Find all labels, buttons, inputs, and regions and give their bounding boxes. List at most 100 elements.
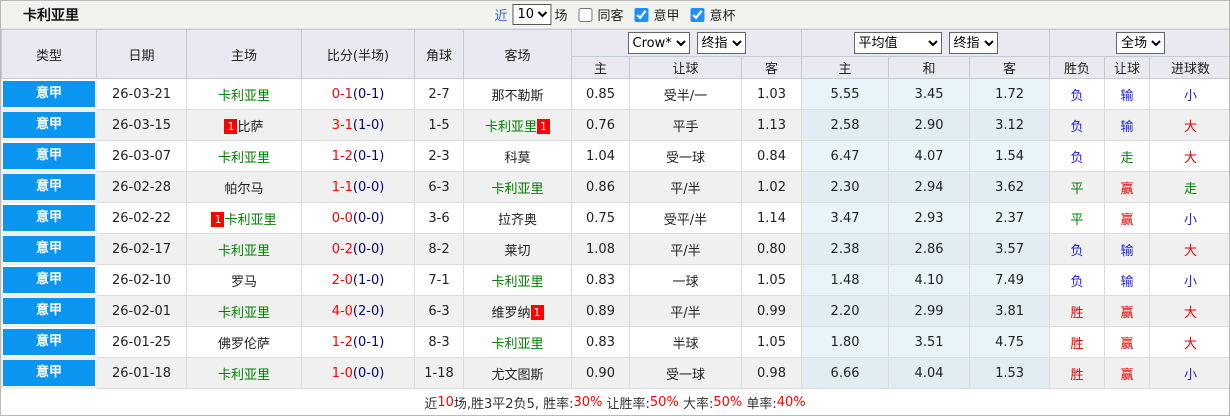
home-team[interactable]: 佛罗伦萨: [186, 326, 302, 358]
team-name[interactable]: 卡利亚里: [217, 150, 270, 166]
home-team[interactable]: 卡利亚里: [186, 233, 302, 265]
corner-score: 6-3: [414, 295, 464, 327]
home-team[interactable]: 1 卡利亚里: [186, 202, 302, 234]
team-name[interactable]: 卡利亚里: [491, 336, 544, 352]
team-name[interactable]: 那不勒斯: [491, 88, 544, 104]
odds-handicap: 平手: [629, 109, 742, 141]
away-team[interactable]: 维罗纳 1: [463, 295, 572, 327]
home-team[interactable]: 卡利亚里: [186, 78, 302, 110]
team-name[interactable]: 比萨: [237, 119, 264, 135]
result-handicap: 走: [1104, 140, 1151, 172]
odds-home: 0.75: [571, 202, 630, 234]
header-avg-home: 主: [801, 56, 890, 79]
team-name[interactable]: 尤文图斯: [491, 367, 544, 383]
corner-score: 6-3: [414, 171, 464, 203]
average-select[interactable]: 平均值: [853, 32, 942, 54]
team-name[interactable]: 佛罗伦萨: [217, 336, 270, 352]
team-name[interactable]: 科莫: [504, 150, 531, 166]
league-label[interactable]: 意甲: [3, 360, 95, 386]
italy-cup-label: 意杯: [709, 9, 736, 24]
avg-away: 2.37: [969, 202, 1051, 234]
team-name[interactable]: 罗马: [230, 274, 257, 290]
league-label[interactable]: 意甲: [3, 112, 95, 138]
away-team[interactable]: 卡利亚里: [463, 171, 572, 203]
league-label[interactable]: 意甲: [3, 205, 95, 231]
fulltime-score: 0-2: [331, 241, 353, 257]
team-name[interactable]: 帕尔马: [224, 181, 264, 197]
away-team[interactable]: 卡利亚里 1: [463, 109, 572, 141]
italy-cup-checkbox[interactable]: [690, 7, 705, 22]
serie-a-checkbox[interactable]: [634, 7, 649, 22]
score-cell: 1-0(0-0): [301, 357, 415, 389]
home-team[interactable]: 卡利亚里: [186, 357, 302, 389]
away-team[interactable]: 尤文图斯: [463, 357, 572, 389]
league-label[interactable]: 意甲: [3, 81, 95, 107]
odds-handicap: 平/半: [629, 233, 742, 265]
header-corner: 角球: [414, 29, 464, 79]
header-type: 类型: [1, 29, 97, 79]
avg-draw: 4.07: [888, 140, 971, 172]
corner-score: 8-2: [414, 233, 464, 265]
team-name[interactable]: 卡利亚里: [224, 212, 277, 228]
red-card-badge: 1: [530, 304, 544, 320]
company-final-select[interactable]: 终指: [696, 32, 746, 54]
halftime-score: (0-0): [352, 210, 385, 226]
header-result-wdl: 胜负: [1049, 56, 1106, 79]
header-result-goals: 进球数: [1149, 56, 1229, 79]
header-result-handicap: 让球: [1104, 56, 1151, 79]
header-odds-handicap: 让球: [629, 56, 742, 79]
same-away-label: 同客: [597, 9, 624, 24]
away-team[interactable]: 那不勒斯: [463, 78, 572, 110]
odds-handicap: 半球: [629, 326, 742, 358]
home-team[interactable]: 1 比萨: [186, 109, 302, 141]
recent-count-select[interactable]: 10: [512, 4, 552, 25]
team-name[interactable]: 卡利亚里: [217, 305, 270, 321]
team-name[interactable]: 卡利亚里: [217, 243, 270, 259]
odds-handicap: 一球: [629, 264, 742, 296]
away-team[interactable]: 卡利亚里: [463, 264, 572, 296]
team-name[interactable]: 卡利亚里: [484, 119, 537, 135]
team-name[interactable]: 卡利亚里: [491, 274, 544, 290]
same-away-checkbox[interactable]: [578, 7, 593, 22]
score-cell: 1-1(0-0): [301, 171, 415, 203]
average-final-select[interactable]: 终指: [948, 32, 998, 54]
summary-value: 30%: [573, 394, 603, 410]
home-team[interactable]: 卡利亚里: [186, 295, 302, 327]
league-label[interactable]: 意甲: [3, 329, 95, 355]
away-team[interactable]: 科莫: [463, 140, 572, 172]
table-header: 类型 日期 主场 比分(半场) 角球 客场 Crow* 终指: [1, 29, 1229, 79]
home-team[interactable]: 卡利亚里: [186, 140, 302, 172]
team-name[interactable]: 卡利亚里: [217, 367, 270, 383]
company-select[interactable]: Crow*: [627, 32, 690, 54]
result-goals: 小: [1149, 264, 1229, 296]
away-team[interactable]: 拉齐奥: [463, 202, 572, 234]
fulltime-select[interactable]: 全场: [1116, 32, 1166, 54]
score-cell: 0-1(0-1): [301, 78, 415, 110]
odds-handicap: 平/半: [629, 171, 742, 203]
avg-home: 1.80: [801, 326, 890, 358]
team-name[interactable]: 卡利亚里: [491, 181, 544, 197]
league-label[interactable]: 意甲: [3, 174, 95, 200]
league-cell: 意甲: [1, 171, 97, 203]
team-name[interactable]: 拉齐奥: [497, 212, 537, 228]
halftime-score: (0-0): [352, 365, 385, 381]
home-team[interactable]: 罗马: [186, 264, 302, 296]
away-team[interactable]: 卡利亚里: [463, 326, 572, 358]
team-name[interactable]: 卡利亚里: [217, 88, 270, 104]
league-label[interactable]: 意甲: [3, 298, 95, 324]
league-label[interactable]: 意甲: [3, 143, 95, 169]
avg-draw: 2.86: [888, 233, 971, 265]
result-goals: 大: [1149, 326, 1229, 358]
result-wdl: 负: [1049, 233, 1106, 265]
header-average-group: 平均值 终指: [801, 29, 1051, 57]
avg-home: 3.47: [801, 202, 890, 234]
league-label[interactable]: 意甲: [3, 236, 95, 262]
avg-away: 7.49: [969, 264, 1051, 296]
team-name[interactable]: 莱切: [504, 243, 531, 259]
away-team[interactable]: 莱切: [463, 233, 572, 265]
score-cell: 3-1(1-0): [301, 109, 415, 141]
home-team[interactable]: 帕尔马: [186, 171, 302, 203]
header-date: 日期: [96, 29, 187, 79]
team-name[interactable]: 维罗纳: [491, 305, 531, 321]
league-label[interactable]: 意甲: [3, 267, 95, 293]
